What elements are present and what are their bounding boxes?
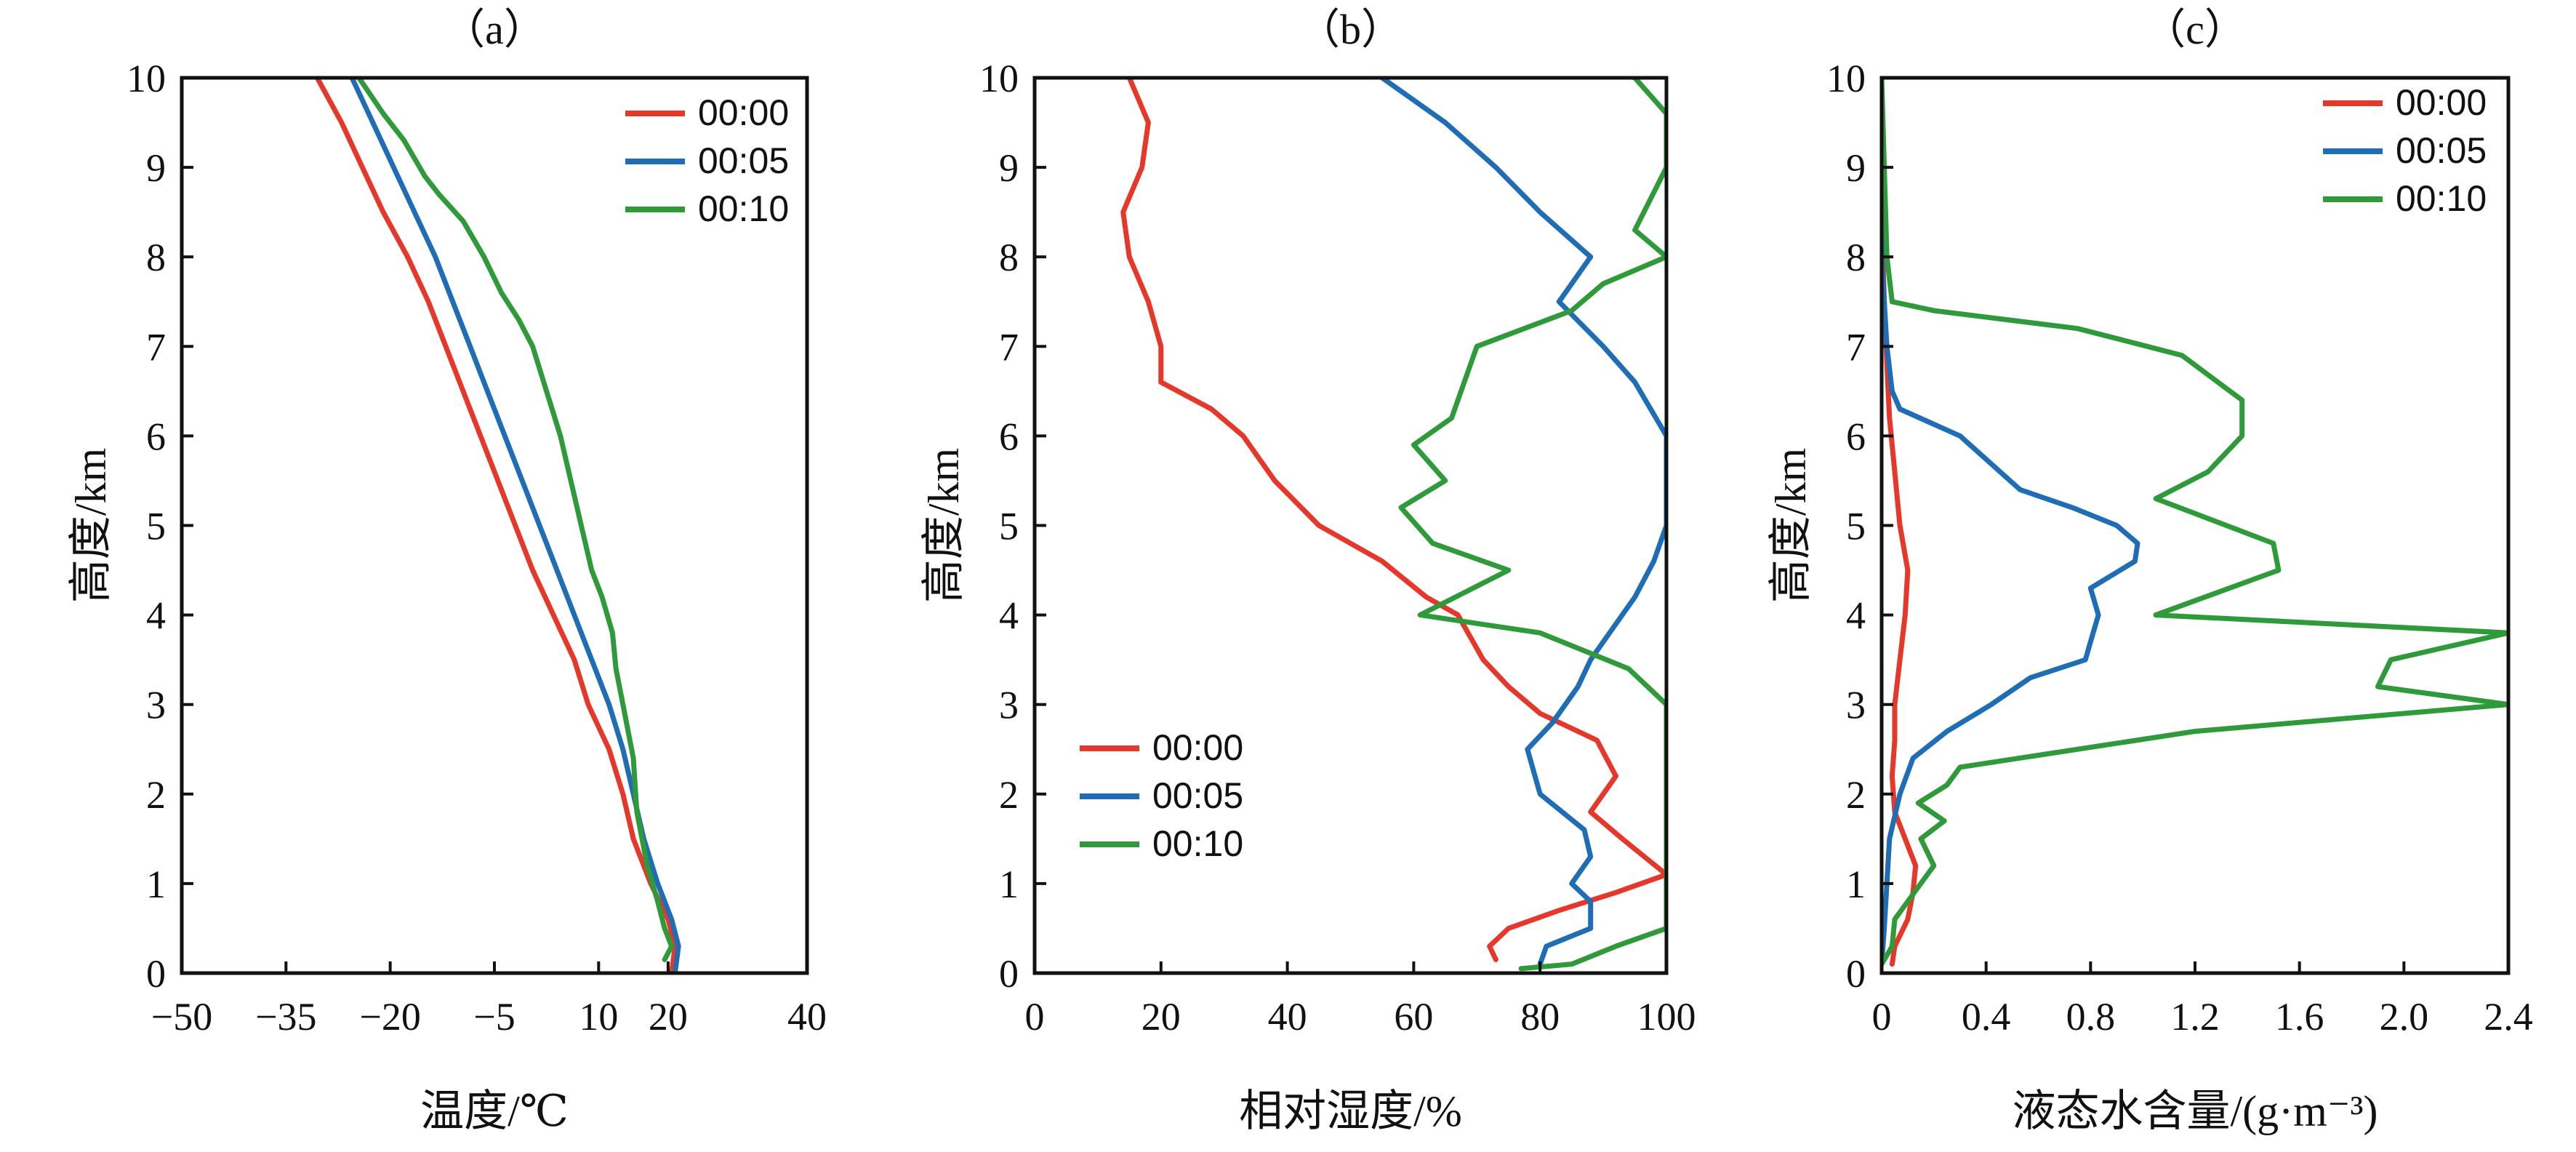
y-tick-label: 5 xyxy=(1846,505,1866,548)
series-line-0010 xyxy=(1398,78,1666,972)
y-tick-label: 6 xyxy=(1846,415,1866,458)
y-tick-label: 4 xyxy=(1846,594,1866,638)
series-layer xyxy=(1120,78,1666,972)
y-tick-label: 2 xyxy=(146,773,166,817)
y-tick-label: 10 xyxy=(979,57,1019,100)
legend-label: 00:05 xyxy=(2396,130,2487,171)
x-tick-label: 100 xyxy=(1637,995,1696,1039)
y-tick-label: 4 xyxy=(146,594,166,638)
y-tick-label: 7 xyxy=(1846,325,1866,369)
y-tick-label: 9 xyxy=(999,146,1019,190)
y-tick-label: 3 xyxy=(1846,684,1866,727)
y-tick-label: 7 xyxy=(146,325,166,369)
legend-label: 00:00 xyxy=(1152,727,1243,768)
y-tick-label: 5 xyxy=(999,505,1019,548)
y-tick-label: 5 xyxy=(146,505,166,548)
series-line-0005 xyxy=(1379,78,1666,967)
panel-3: （c） 0 0.4 0.8 1.2 1.6 2.0 2.4 0 1 2 3 4 5 6 7 8 9 10 液态水含量/… xyxy=(1767,6,2533,1135)
panel-title: （b） xyxy=(1298,6,1403,53)
x-axis-label: 相对湿度/% xyxy=(1239,1087,1462,1135)
legend-label: 00:00 xyxy=(2396,82,2487,123)
legend-label: 00:10 xyxy=(2396,178,2487,219)
x-tick-label: 40 xyxy=(787,995,827,1039)
series-line-0010 xyxy=(1882,78,2508,967)
series-line-0000 xyxy=(314,78,678,973)
x-tick-label: 1.2 xyxy=(2170,995,2220,1039)
legend-label: 00:10 xyxy=(1152,823,1243,864)
y-tick-label: 0 xyxy=(999,952,1019,996)
plot-frame xyxy=(1032,76,1669,975)
y-tick-label: 8 xyxy=(1846,236,1866,279)
series-line-0005 xyxy=(1882,78,2140,967)
panel-title: （a） xyxy=(443,6,546,53)
legend-label: 00:00 xyxy=(698,92,789,133)
y-tick-label: 10 xyxy=(127,57,166,100)
y-tick-label: 1 xyxy=(146,863,166,906)
y-tick-label: 9 xyxy=(146,146,166,190)
x-tick-label: 40 xyxy=(1268,995,1307,1039)
x-axis-label: 温度/℃ xyxy=(420,1087,569,1135)
y-tick-label: 8 xyxy=(999,236,1019,279)
legend: 00:00 00:05 00:10 xyxy=(1080,727,1243,864)
y-tick-label: 4 xyxy=(999,594,1019,638)
series-line-0005 xyxy=(349,78,681,973)
x-tick-label: 20 xyxy=(649,995,688,1039)
y-tick-label: 8 xyxy=(146,236,166,279)
y-tick-label: 0 xyxy=(1846,952,1866,996)
y-axis-label: 高度/km xyxy=(920,448,968,603)
x-tick-label: 0 xyxy=(1025,995,1045,1039)
y-tick-label: 0 xyxy=(146,952,166,996)
x-tick-label: 60 xyxy=(1394,995,1433,1039)
y-axis-label: 高度/km xyxy=(67,448,115,603)
legend-label: 00:05 xyxy=(698,140,789,181)
y-tick-label: 1 xyxy=(1846,863,1866,906)
y-tick-label: 10 xyxy=(1826,57,1866,100)
legend: 00:00 00:05 00:10 xyxy=(2323,82,2487,219)
x-tick-label: −35 xyxy=(255,995,316,1039)
y-tick-label: 2 xyxy=(1846,773,1866,817)
x-tick-label: 20 xyxy=(1141,995,1181,1039)
series-line-0010 xyxy=(356,78,675,962)
y-tick-label: 6 xyxy=(146,415,166,458)
x-tick-label: 0.8 xyxy=(2066,995,2116,1039)
panel-title: （c） xyxy=(2143,6,2247,53)
legend-label: 00:05 xyxy=(1152,775,1243,816)
x-tick-label: 10 xyxy=(579,995,618,1039)
panel-2: （b） 0 20 40 60 80 100 0 1 2 3 4 5 6 7 8 9 10 相对湿度/% 高度/km 00… xyxy=(920,6,1696,1135)
y-tick-label: 3 xyxy=(999,684,1019,727)
y-tick-label: 3 xyxy=(146,684,166,727)
x-tick-label: −20 xyxy=(359,995,420,1039)
y-tick-label: 1 xyxy=(999,863,1019,906)
x-tick-label: −5 xyxy=(473,995,515,1039)
y-tick-label: 6 xyxy=(999,415,1019,458)
y-tick-label: 2 xyxy=(999,773,1019,817)
x-tick-label: 2.0 xyxy=(2380,995,2429,1039)
panel-1: （a） −50 −35 −20 −5 10 20 40 0 1 2 3 4 5 6 7 8 9 10 温度/℃ 高度/k… xyxy=(67,6,827,1135)
x-tick-label: 0 xyxy=(1872,995,1892,1039)
y-axis-label: 高度/km xyxy=(1767,448,1815,603)
x-tick-label: 1.6 xyxy=(2275,995,2324,1039)
x-tick-label: 0.4 xyxy=(1962,995,2011,1039)
y-tick-label: 7 xyxy=(999,325,1019,369)
x-tick-label: 80 xyxy=(1520,995,1560,1039)
series-line-0000 xyxy=(1882,78,1919,967)
series-layer xyxy=(314,78,681,973)
legend-label: 00:10 xyxy=(698,188,789,229)
x-tick-label: −50 xyxy=(151,995,212,1039)
y-tick-label: 9 xyxy=(1846,146,1866,190)
legend: 00:00 00:05 00:10 xyxy=(625,92,789,229)
series-layer xyxy=(1882,78,2508,967)
x-tick-label: 2.4 xyxy=(2484,995,2533,1039)
x-axis-label: 液态水含量/(g·m⁻³) xyxy=(2013,1087,2378,1135)
